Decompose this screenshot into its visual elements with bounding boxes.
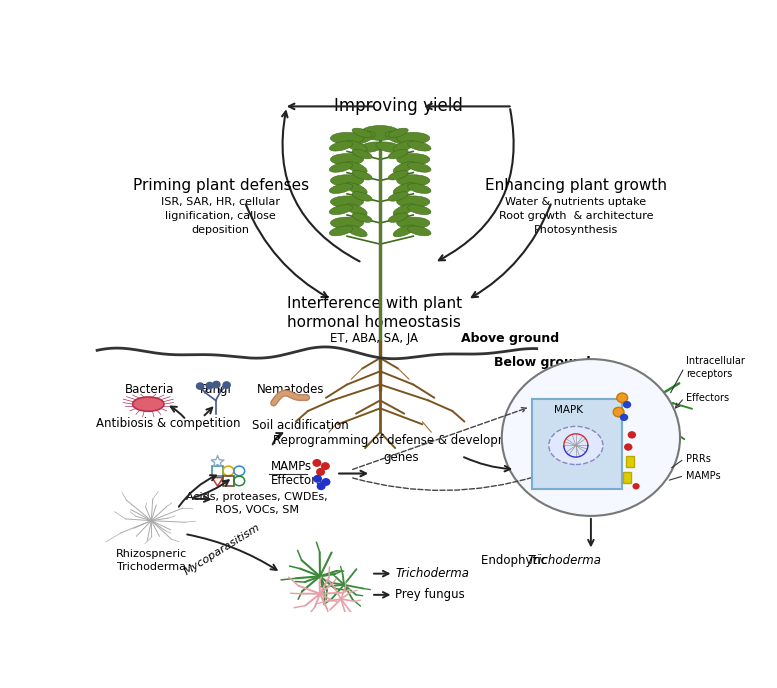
- Ellipse shape: [347, 131, 375, 145]
- Text: Fungi: Fungi: [200, 383, 232, 396]
- Ellipse shape: [352, 213, 372, 222]
- Text: Trichoderma: Trichoderma: [395, 567, 469, 580]
- Text: ISR, SAR, HR, cellular
lignification, callose
deposition: ISR, SAR, HR, cellular lignification, ca…: [161, 197, 280, 235]
- Circle shape: [617, 393, 628, 402]
- Text: Acids, proteases, CWDEs,
ROS, VOCs, SM: Acids, proteases, CWDEs, ROS, VOCs, SM: [186, 492, 328, 515]
- Text: Nematodes: Nematodes: [257, 383, 325, 396]
- Text: Trichoderma: Trichoderma: [528, 554, 601, 567]
- Ellipse shape: [376, 142, 402, 153]
- Text: PRRs: PRRs: [686, 453, 711, 464]
- Ellipse shape: [393, 225, 416, 237]
- Ellipse shape: [358, 142, 385, 153]
- Text: Endophytic: Endophytic: [481, 554, 551, 567]
- Circle shape: [213, 381, 220, 388]
- Ellipse shape: [388, 128, 408, 138]
- Text: Priming plant defenses: Priming plant defenses: [133, 178, 308, 193]
- Bar: [623, 472, 631, 482]
- Circle shape: [313, 475, 322, 483]
- Text: MAMPs: MAMPs: [270, 460, 312, 473]
- Ellipse shape: [388, 149, 408, 159]
- Ellipse shape: [397, 217, 430, 229]
- Ellipse shape: [329, 141, 353, 151]
- Circle shape: [316, 482, 326, 491]
- Text: Interference with plant
hormonal homeostasis: Interference with plant hormonal homeost…: [287, 297, 462, 330]
- Text: Intracellular
receptors: Intracellular receptors: [686, 356, 745, 379]
- Ellipse shape: [329, 162, 353, 172]
- Ellipse shape: [345, 204, 368, 215]
- Text: MAPK: MAPK: [553, 405, 583, 415]
- Text: Effectors: Effectors: [270, 475, 322, 487]
- Ellipse shape: [397, 196, 430, 208]
- Ellipse shape: [345, 225, 368, 237]
- Text: ET, ABA, SA, JA: ET, ABA, SA, JA: [330, 332, 418, 345]
- Text: Above ground: Above ground: [461, 332, 559, 345]
- Text: Effectors: Effectors: [686, 393, 729, 402]
- Circle shape: [628, 431, 636, 438]
- Circle shape: [223, 382, 230, 388]
- Ellipse shape: [345, 162, 368, 173]
- Text: Soil acidification: Soil acidification: [253, 420, 349, 432]
- Circle shape: [502, 359, 680, 516]
- Ellipse shape: [329, 205, 353, 215]
- Text: Enhancing plant growth: Enhancing plant growth: [485, 178, 667, 193]
- Ellipse shape: [393, 182, 416, 195]
- Circle shape: [197, 383, 204, 389]
- Circle shape: [206, 383, 214, 389]
- Ellipse shape: [385, 131, 413, 145]
- Text: Mycoparasitism: Mycoparasitism: [182, 522, 262, 577]
- Ellipse shape: [133, 397, 164, 411]
- Ellipse shape: [330, 217, 364, 229]
- Ellipse shape: [388, 171, 408, 180]
- Ellipse shape: [549, 427, 603, 464]
- Circle shape: [632, 483, 639, 489]
- Ellipse shape: [388, 192, 408, 201]
- Ellipse shape: [352, 192, 372, 201]
- Ellipse shape: [408, 184, 431, 193]
- Circle shape: [620, 413, 629, 421]
- Ellipse shape: [388, 213, 408, 222]
- Text: Reprogramming of defense & development
genes: Reprogramming of defense & development g…: [274, 434, 529, 464]
- Circle shape: [613, 407, 624, 417]
- Ellipse shape: [393, 162, 416, 173]
- Bar: [223, 476, 234, 486]
- Circle shape: [624, 443, 632, 451]
- Ellipse shape: [352, 171, 372, 180]
- Text: Antibiosis & competition: Antibiosis & competition: [96, 417, 240, 430]
- Ellipse shape: [330, 175, 364, 186]
- Text: Prey fungus: Prey fungus: [395, 588, 465, 601]
- Ellipse shape: [397, 175, 430, 186]
- Ellipse shape: [397, 132, 430, 144]
- Ellipse shape: [393, 140, 416, 152]
- Ellipse shape: [330, 196, 364, 208]
- Ellipse shape: [330, 153, 364, 165]
- Text: Below ground: Below ground: [494, 356, 591, 369]
- Ellipse shape: [345, 140, 368, 152]
- Ellipse shape: [397, 153, 430, 165]
- Ellipse shape: [352, 149, 372, 159]
- Circle shape: [623, 401, 631, 409]
- Ellipse shape: [408, 226, 431, 236]
- Text: Water & nutrients uptake
Root growth  & architecture
Photosynthesis: Water & nutrients uptake Root growth & a…: [499, 197, 653, 235]
- Circle shape: [321, 462, 330, 470]
- Ellipse shape: [408, 141, 431, 151]
- Bar: [625, 455, 634, 467]
- Text: MAMPs: MAMPs: [686, 471, 721, 481]
- Circle shape: [316, 468, 325, 476]
- Ellipse shape: [345, 182, 368, 195]
- Circle shape: [312, 459, 322, 467]
- FancyBboxPatch shape: [532, 399, 622, 489]
- Ellipse shape: [393, 204, 416, 215]
- Ellipse shape: [408, 205, 431, 215]
- Ellipse shape: [329, 184, 353, 193]
- Circle shape: [322, 478, 330, 486]
- Ellipse shape: [352, 128, 372, 138]
- Text: Improving yield: Improving yield: [334, 98, 462, 116]
- Ellipse shape: [329, 226, 353, 236]
- Text: Bacteria: Bacteria: [125, 383, 174, 396]
- Ellipse shape: [330, 132, 364, 144]
- Ellipse shape: [408, 162, 431, 172]
- Text: Rhizospneric
Trichoderma: Rhizospneric Trichoderma: [116, 549, 187, 572]
- Bar: [212, 466, 223, 475]
- Ellipse shape: [361, 125, 399, 140]
